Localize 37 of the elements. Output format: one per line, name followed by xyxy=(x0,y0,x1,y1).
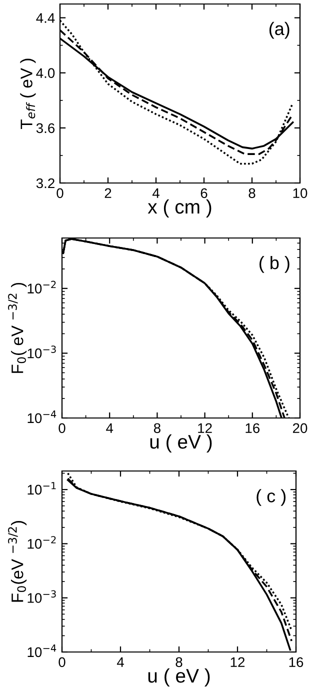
y-tick-label: 10$^{−2}$ xyxy=(28,536,56,549)
x-tick-label: 0 xyxy=(58,423,66,434)
x-tick-label: 8 xyxy=(154,423,160,434)
x-tick-label: 4 xyxy=(152,188,160,198)
y-axis-title: F$_{0}$(eV $^{−3/2}$) xyxy=(8,521,27,602)
x-tick-label: 16 xyxy=(289,657,304,668)
y-tick-label: 3.2 xyxy=(36,178,54,188)
x-tick-label: 16 xyxy=(246,423,260,434)
x-tick-label: 10 xyxy=(293,188,308,198)
y-tick-label: 3.6 xyxy=(36,123,55,134)
y-tick-label: 10$^{−4}$ xyxy=(28,410,56,424)
x-axis-title: u ( eV ) xyxy=(150,434,212,453)
y-tick-label: 10$^{−2}$ xyxy=(28,280,56,294)
x-tick-label: 8 xyxy=(176,657,182,668)
y-axis-title: F$_{0}$( eV $^{−3/2}$ ) xyxy=(8,282,27,373)
x-tick-label: 2 xyxy=(104,188,112,198)
x-axis-title: u ( eV ) xyxy=(148,668,210,687)
x-tick-label: 8 xyxy=(248,188,256,198)
x-tick-label: 20 xyxy=(292,423,308,434)
x-tick-label: 6 xyxy=(200,188,208,198)
x-axis-title: x ( cm ) xyxy=(148,199,212,218)
y-tick-label: 4.4 xyxy=(36,13,55,23)
annotation: (a) xyxy=(269,22,290,39)
x-tick-label: 0 xyxy=(56,188,64,198)
y-tick-label: 10$^{−3}$ xyxy=(28,346,56,358)
annotation: ( c ) xyxy=(256,489,286,506)
y-tick-label: 4.0 xyxy=(36,68,55,78)
y-tick-label: 10$^{−3}$ xyxy=(28,590,56,603)
annotation: ( b ) xyxy=(260,256,290,273)
x-tick-label: 0 xyxy=(58,657,66,668)
x-tick-label: 12 xyxy=(230,657,245,667)
x-tick-label: 4 xyxy=(106,423,114,433)
y-tick-label: 10$^{−1}$ xyxy=(28,482,56,495)
x-tick-label: 4 xyxy=(116,657,124,667)
x-tick-label: 12 xyxy=(198,423,212,433)
y-axis-title: T$_{eff}$ ( eV ) xyxy=(20,58,36,129)
y-tick-label: 10$^{−4}$ xyxy=(28,644,56,658)
